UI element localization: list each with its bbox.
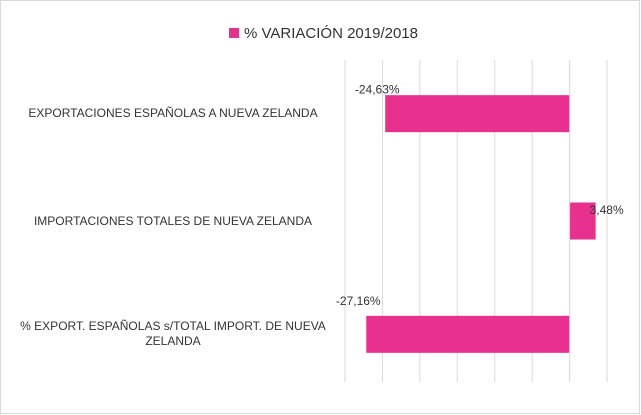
legend-label: % VARIACIÓN 2019/2018 [244, 25, 418, 42]
bar [385, 95, 570, 133]
data-label: 3,48% [590, 203, 624, 217]
legend-swatch [229, 28, 239, 38]
y-tick-label: IMPORTACIONES TOTALES DE NUEVA ZELANDA [33, 213, 313, 228]
bar [366, 315, 570, 353]
y-tick-label: EXPORTACIONES ESPAÑOLAS A NUEVA ZELANDA [28, 106, 318, 121]
data-label: -24,63% [355, 82, 400, 96]
y-tick-label: % EXPORT. ESPAÑOLAS s/TOTAL IMPORT. DE N… [20, 319, 326, 349]
data-label: -27,16% [336, 294, 381, 308]
bar [569, 202, 596, 240]
